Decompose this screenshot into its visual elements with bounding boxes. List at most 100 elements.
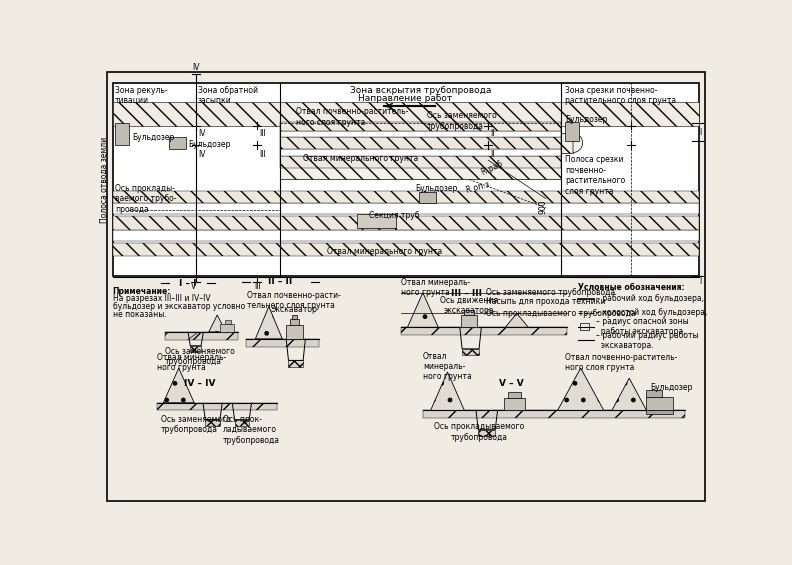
Text: III – III: III – III [451,289,482,298]
Bar [112,191,699,202]
Bar [280,121,562,131]
Bar [504,398,525,410]
Text: 900: 900 [539,199,547,214]
Bar [220,324,234,332]
Bar [157,403,276,410]
Text: Насыпь для прохода техники: Насыпь для прохода техники [486,297,605,306]
Text: Отвал минерального грунта: Отвал минерального грунта [326,246,442,255]
Text: Бульдозер: Бульдозер [565,115,607,124]
Bar [280,149,562,157]
Text: Зона вскрытия трубопровода: Зона вскрытия трубопровода [350,85,492,94]
Text: Полоса срезки
почвенно-
растительного
слоя грунта: Полоса срезки почвенно- растительного сл… [565,155,626,195]
Polygon shape [255,306,282,339]
Text: Ось прокладываемого
трубопровода: Ось прокладываемого трубопровода [434,422,524,442]
Bar [165,332,238,340]
Polygon shape [163,368,194,403]
Text: Отвал минераль-
ного грунта: Отвал минераль- ного грунта [157,353,227,372]
Bar [508,392,521,398]
Text: IV – IV: IV – IV [184,379,215,388]
Text: На разрезах III–III и IV–IV: На разрезах III–III и IV–IV [112,294,210,303]
Polygon shape [209,315,226,332]
Text: бульдозер и экскаватор условно: бульдозер и экскаватор условно [112,302,245,311]
Text: III: III [260,129,266,138]
Text: IV: IV [192,63,200,72]
Bar [464,310,474,315]
Text: Зона обратной
засыпки: Зона обратной засыпки [198,85,258,105]
Text: Ось прокладываемого трубопровода: Ось прокладываемого трубопровода [486,309,636,318]
Text: Зона срезки почвенно-
растительного слоя грунта: Зона срезки почвенно- растительного слоя… [565,85,676,105]
Bar [580,323,589,329]
Text: IV: IV [198,129,205,138]
Bar [419,192,436,202]
Text: Отвал
минераль-
ного грунта: Отвал минераль- ного грунта [423,351,471,381]
Bar [112,216,699,229]
Text: Бульдозер: Бульдозер [415,184,458,193]
Bar [357,214,396,228]
Text: Бульдозер: Бульдозер [650,383,692,392]
Text: Зона рекуль-
тивации: Зона рекуль- тивации [115,85,167,105]
Text: II – II: II – II [268,277,292,286]
Text: Отвал почвенно-расти-
тельного слоя грунта: Отвал почвенно-расти- тельного слоя грун… [247,290,341,310]
Polygon shape [505,314,528,327]
Bar [112,231,699,241]
Bar [462,315,477,327]
Text: Ось проклады-
ваемого трубо-
провода: Ось проклады- ваемого трубо- провода [115,184,177,214]
Text: Отвал минераль-
ного грунта: Отвал минераль- ного грунта [402,277,470,297]
Text: II: II [490,129,495,138]
Text: Отвал минерального грунта: Отвал минерального грунта [303,154,419,163]
Polygon shape [612,378,646,410]
Text: I: I [699,277,702,286]
Bar [112,83,699,276]
Text: III: III [260,150,266,159]
Bar [225,320,231,324]
Text: Отвал почвенно-раститель-
ного слоя грунта: Отвал почвенно-раститель- ного слоя грун… [295,107,408,127]
Text: Условные обозначения:: Условные обозначения: [578,282,685,292]
Bar [280,160,562,180]
Text: R оп.з: R оп.з [465,180,490,194]
Text: Направление работ: Направление работ [359,94,453,103]
Bar [112,203,699,214]
Text: III: III [254,282,261,291]
Bar [190,346,201,352]
Text: Бульдозер: Бульдозер [188,140,230,149]
Text: Отвал почвенно-раститель-
ного слоя грунта: Отвал почвенно-раститель- ного слоя грун… [565,353,678,372]
Bar [565,121,579,141]
Bar [646,390,661,397]
Bar [286,325,303,339]
Bar [280,157,562,168]
Bar [462,349,479,355]
Text: – рабочий радиус работы
  экскаватора.: – рабочий радиус работы экскаватора. [596,331,699,350]
Polygon shape [558,368,604,410]
Text: Экскаватор: Экскаватор [271,305,318,314]
Text: не показаны.: не показаны. [112,310,166,319]
Bar [115,123,129,145]
Text: R раб: R раб [481,159,505,177]
Text: – холостой ход бульдозера,: – холостой ход бульдозера, [596,308,707,317]
Text: Секция труб: Секция труб [369,211,420,220]
Bar [112,102,699,125]
Text: Ось заменяемого
трубопровода: Ось заменяемого трубопровода [161,415,230,434]
Bar [292,315,296,319]
Text: Ось заменяемого трубопровода: Ось заменяемого трубопровода [486,288,615,297]
Text: V – V: V – V [499,379,524,388]
Text: – рабочий ход бульдозера,: – рабочий ход бульдозера, [596,294,704,303]
Bar [290,319,299,325]
Text: Ось заменяемого
трубопровода: Ось заменяемого трубопровода [165,347,234,366]
Bar [478,430,495,436]
Text: Бульдозер: Бульдозер [131,133,174,142]
Bar [246,339,319,346]
Text: IV: IV [198,150,205,159]
Text: Ось заменяемого
трубопровода: Ось заменяемого трубопровода [427,111,497,131]
Bar [280,131,562,137]
Bar [402,327,567,335]
Bar [234,420,249,426]
Bar [646,397,673,410]
Text: I – I: I – I [179,279,196,288]
Text: Полоса отвода земли: Полоса отвода земли [100,136,109,223]
Text: Примечание:: Примечание: [112,286,171,295]
Bar [112,242,699,257]
Text: Ось прок-
ладываемого
трубопровода: Ось прок- ладываемого трубопровода [223,415,280,445]
Text: I: I [699,128,702,137]
Polygon shape [407,293,438,327]
Bar [205,420,220,426]
